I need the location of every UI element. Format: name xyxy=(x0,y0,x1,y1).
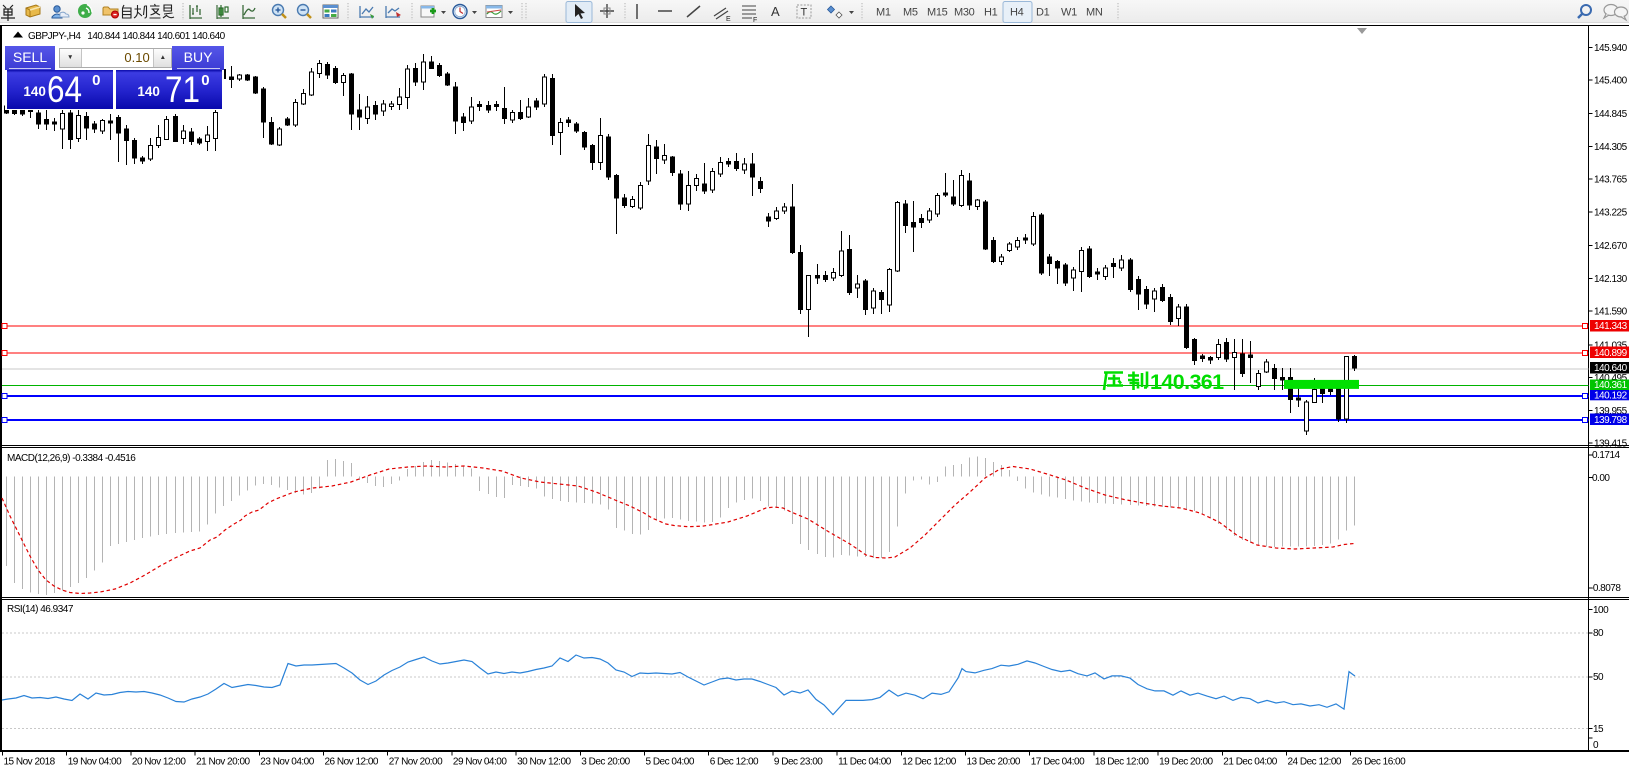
svg-text:RSI(14) 46.9347: RSI(14) 46.9347 xyxy=(7,604,74,615)
svg-text:0.1714: 0.1714 xyxy=(1592,450,1621,461)
svg-text:19 Dec 20:00: 19 Dec 20:00 xyxy=(1159,757,1213,768)
svg-text:139.955: 139.955 xyxy=(1594,406,1628,417)
svg-text:144.845: 144.845 xyxy=(1594,109,1628,120)
svg-text:23 Nov 04:00: 23 Nov 04:00 xyxy=(260,757,314,768)
svg-text:145.400: 145.400 xyxy=(1594,76,1628,87)
svg-text:143.765: 143.765 xyxy=(1594,175,1628,186)
svg-text:142.130: 142.130 xyxy=(1594,274,1628,285)
svg-text:29 Nov 04:00: 29 Nov 04:00 xyxy=(453,757,507,768)
svg-text:5 Dec 04:00: 5 Dec 04:00 xyxy=(646,757,695,768)
svg-text:GBPJPY-,H4 140.844 140.844 1: GBPJPY-,H4 140.844 140.844 140.601 140.6… xyxy=(28,31,226,42)
svg-text:26 Nov 12:00: 26 Nov 12:00 xyxy=(325,757,379,768)
svg-text:21 Nov 20:00: 21 Nov 20:00 xyxy=(196,757,250,768)
svg-text:W1: W1 xyxy=(1061,7,1077,19)
svg-text:100: 100 xyxy=(1593,605,1609,616)
svg-text:F: F xyxy=(753,17,757,24)
svg-text:12 Dec 12:00: 12 Dec 12:00 xyxy=(902,757,956,768)
svg-text:140.361: 140.361 xyxy=(1150,370,1224,394)
svg-text:0: 0 xyxy=(1593,740,1599,751)
svg-text:MN: MN xyxy=(1086,7,1103,19)
svg-text:17 Dec 04:00: 17 Dec 04:00 xyxy=(1031,757,1085,768)
svg-text:50: 50 xyxy=(1593,672,1604,683)
svg-text:3 Dec 20:00: 3 Dec 20:00 xyxy=(581,757,630,768)
svg-text:11 Dec 04:00: 11 Dec 04:00 xyxy=(838,757,892,768)
svg-text:D1: D1 xyxy=(1036,7,1050,19)
svg-text:144.305: 144.305 xyxy=(1594,142,1628,153)
svg-text:E: E xyxy=(726,16,731,23)
svg-text:141.035: 141.035 xyxy=(1594,340,1628,351)
svg-text:MACD(12,26,9) -0.3384 -0.4516: MACD(12,26,9) -0.3384 -0.4516 xyxy=(7,453,136,464)
svg-text:24 Dec 12:00: 24 Dec 12:00 xyxy=(1288,757,1342,768)
svg-text:21 Dec 04:00: 21 Dec 04:00 xyxy=(1223,757,1277,768)
svg-text:20 Nov 12:00: 20 Nov 12:00 xyxy=(132,757,186,768)
svg-text:T: T xyxy=(801,7,808,19)
svg-text:A: A xyxy=(771,4,780,19)
svg-text:M1: M1 xyxy=(876,7,891,19)
svg-text:M5: M5 xyxy=(903,7,918,19)
svg-text:9 Dec 23:00: 9 Dec 23:00 xyxy=(774,757,823,768)
svg-text:140.899: 140.899 xyxy=(1594,348,1628,359)
svg-text:M30: M30 xyxy=(954,7,975,19)
svg-text:80: 80 xyxy=(1593,628,1604,639)
svg-text:142.670: 142.670 xyxy=(1594,241,1628,252)
svg-text:19 Nov 04:00: 19 Nov 04:00 xyxy=(68,757,122,768)
svg-text:140.640: 140.640 xyxy=(1594,363,1628,374)
svg-text:26 Dec 16:00: 26 Dec 16:00 xyxy=(1352,757,1406,768)
svg-text:141.590: 141.590 xyxy=(1594,307,1628,318)
svg-text:15 Nov 2018: 15 Nov 2018 xyxy=(4,757,56,768)
svg-text:15: 15 xyxy=(1593,724,1604,735)
svg-text:139.415: 139.415 xyxy=(1594,439,1628,450)
svg-text:M15: M15 xyxy=(927,7,948,19)
svg-text:13 Dec 20:00: 13 Dec 20:00 xyxy=(967,757,1021,768)
svg-text:27 Nov 20:00: 27 Nov 20:00 xyxy=(389,757,443,768)
svg-text:140.361: 140.361 xyxy=(1594,380,1628,391)
svg-text:141.343: 141.343 xyxy=(1594,321,1628,332)
svg-text:18 Dec 12:00: 18 Dec 12:00 xyxy=(1095,757,1149,768)
svg-text:H4: H4 xyxy=(1010,7,1024,19)
svg-text:0.00: 0.00 xyxy=(1592,473,1610,484)
svg-text:145.940: 145.940 xyxy=(1594,43,1628,54)
svg-text:143.225: 143.225 xyxy=(1594,208,1628,219)
svg-text:139.798: 139.798 xyxy=(1594,415,1628,426)
svg-text:30 Nov 12:00: 30 Nov 12:00 xyxy=(517,757,571,768)
svg-text:140.495: 140.495 xyxy=(1594,373,1628,384)
svg-text:140.192: 140.192 xyxy=(1594,391,1628,402)
svg-text:-0.8078: -0.8078 xyxy=(1590,583,1621,594)
svg-text:6 Dec 12:00: 6 Dec 12:00 xyxy=(710,757,759,768)
svg-text:H1: H1 xyxy=(984,7,998,19)
